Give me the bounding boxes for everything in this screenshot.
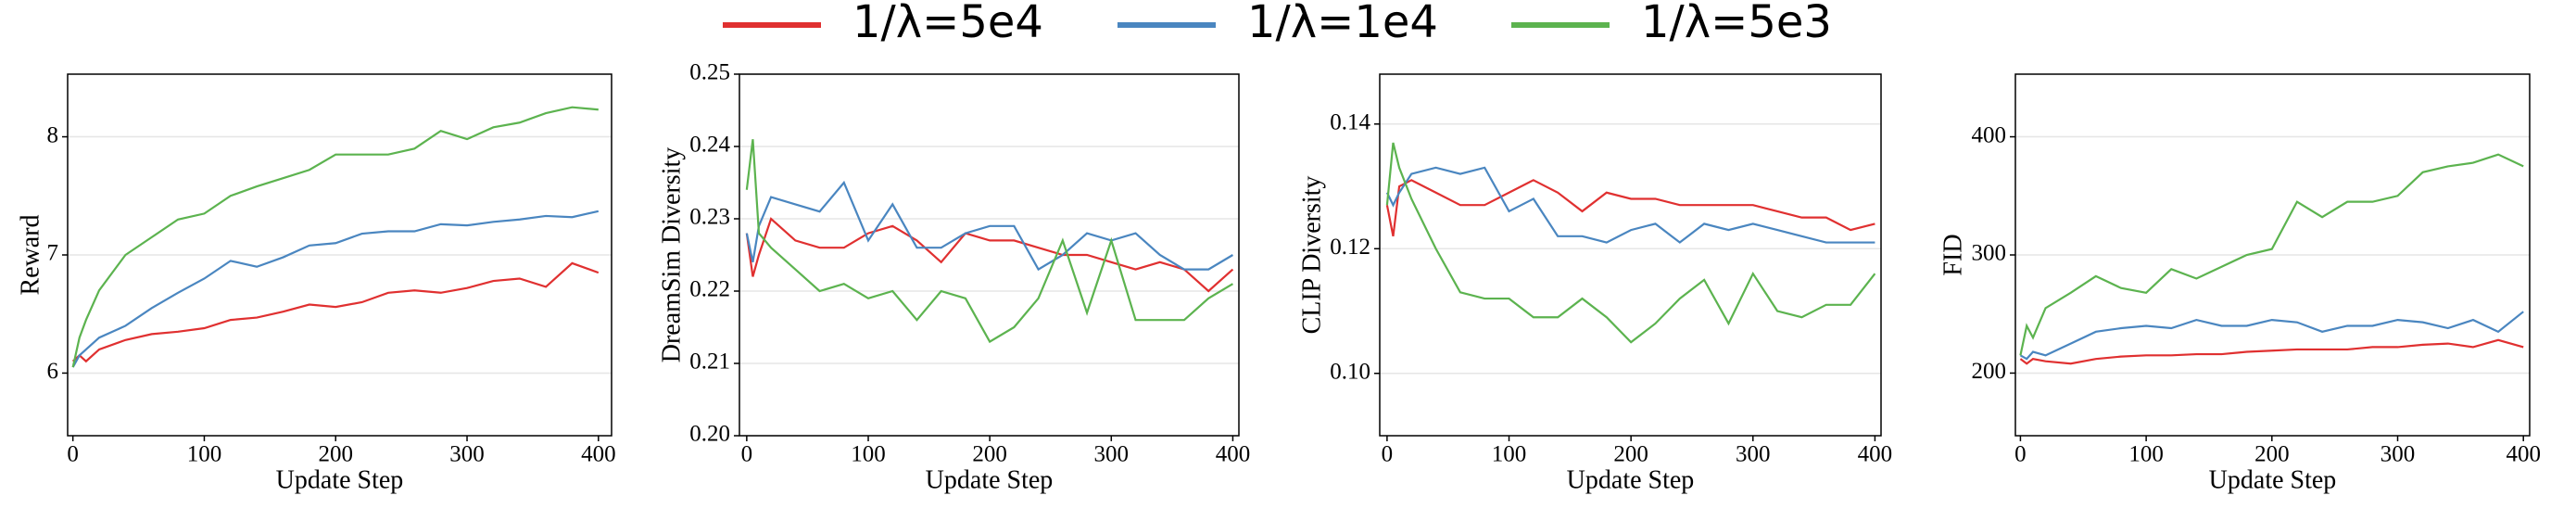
y-tick-label: 0.24 [689,133,730,158]
y-tick-label: 8 [47,122,59,147]
legend-label: 1/λ=5e3 [1641,0,1832,48]
x-tick-label: 400 [2506,442,2541,467]
series-line [2019,153,2524,356]
x-tick-label: 0 [1382,442,1394,467]
x-axis-label: Update Step [926,465,1054,494]
series-line [2019,338,2524,365]
x-tick-label: 200 [2254,442,2290,467]
x-tick-label: 0 [2014,442,2027,467]
x-tick-label: 300 [1736,442,1771,467]
y-tick-label: 0.21 [689,349,730,375]
plot-frame [67,73,612,437]
series-line [1385,142,1876,344]
legend-label: 1/λ=1e4 [1247,0,1438,48]
y-tick-label: 7 [47,241,59,266]
x-tick-label: 400 [1216,442,1251,467]
x-tick-label: 200 [972,442,1007,467]
y-tick-label: 0.20 [689,422,730,447]
x-tick-label: 300 [1094,442,1130,467]
series-line [745,180,1234,272]
x-axis-label: Update Step [2209,465,2337,494]
y-tick-label: 400 [1972,122,2007,147]
y-tick-label: 0.23 [689,205,730,230]
x-tick-label: 0 [741,442,753,467]
y-axis-label: Reward [16,214,44,295]
x-tick-label: 100 [187,442,222,467]
y-tick-label: 0.25 [689,60,730,85]
legend-label: 1/λ=5e4 [852,0,1043,48]
x-tick-label: 100 [2128,442,2164,467]
y-tick-label: 0.10 [1330,359,1370,384]
series-line [2019,311,2524,361]
series-line [745,139,1234,344]
x-tick-label: 400 [1858,442,1893,467]
series-line [71,261,600,363]
x-axis-label: Update Step [276,465,404,494]
y-axis-label: DreamSim Diversity [657,147,686,363]
x-tick-label: 100 [1492,442,1527,467]
x-tick-label: 300 [2380,442,2416,467]
y-tick-label: 0.22 [689,277,730,302]
series-line [71,106,599,368]
y-axis-label: CLIP Diversity [1297,176,1326,335]
x-tick-label: 200 [1613,442,1648,467]
y-tick-label: 0.14 [1330,110,1370,135]
y-tick-label: 200 [1972,359,2007,384]
y-tick-label: 0.12 [1330,235,1370,260]
x-tick-label: 300 [449,442,485,467]
x-axis-label: Update Step [1567,465,1695,494]
x-tick-label: 100 [851,442,886,467]
plot-frame [2014,73,2531,437]
x-tick-label: 200 [318,442,353,467]
series-line [1385,166,1875,244]
x-tick-label: 400 [581,442,616,467]
plot-frame [1379,73,1882,437]
y-axis-label: FID [1938,234,1967,275]
series-line [1385,179,1875,237]
x-tick-label: 0 [67,442,79,467]
y-tick-label: 6 [47,359,59,384]
plot-frame [739,73,1240,437]
series-line [71,210,600,368]
y-tick-label: 300 [1972,241,2007,266]
